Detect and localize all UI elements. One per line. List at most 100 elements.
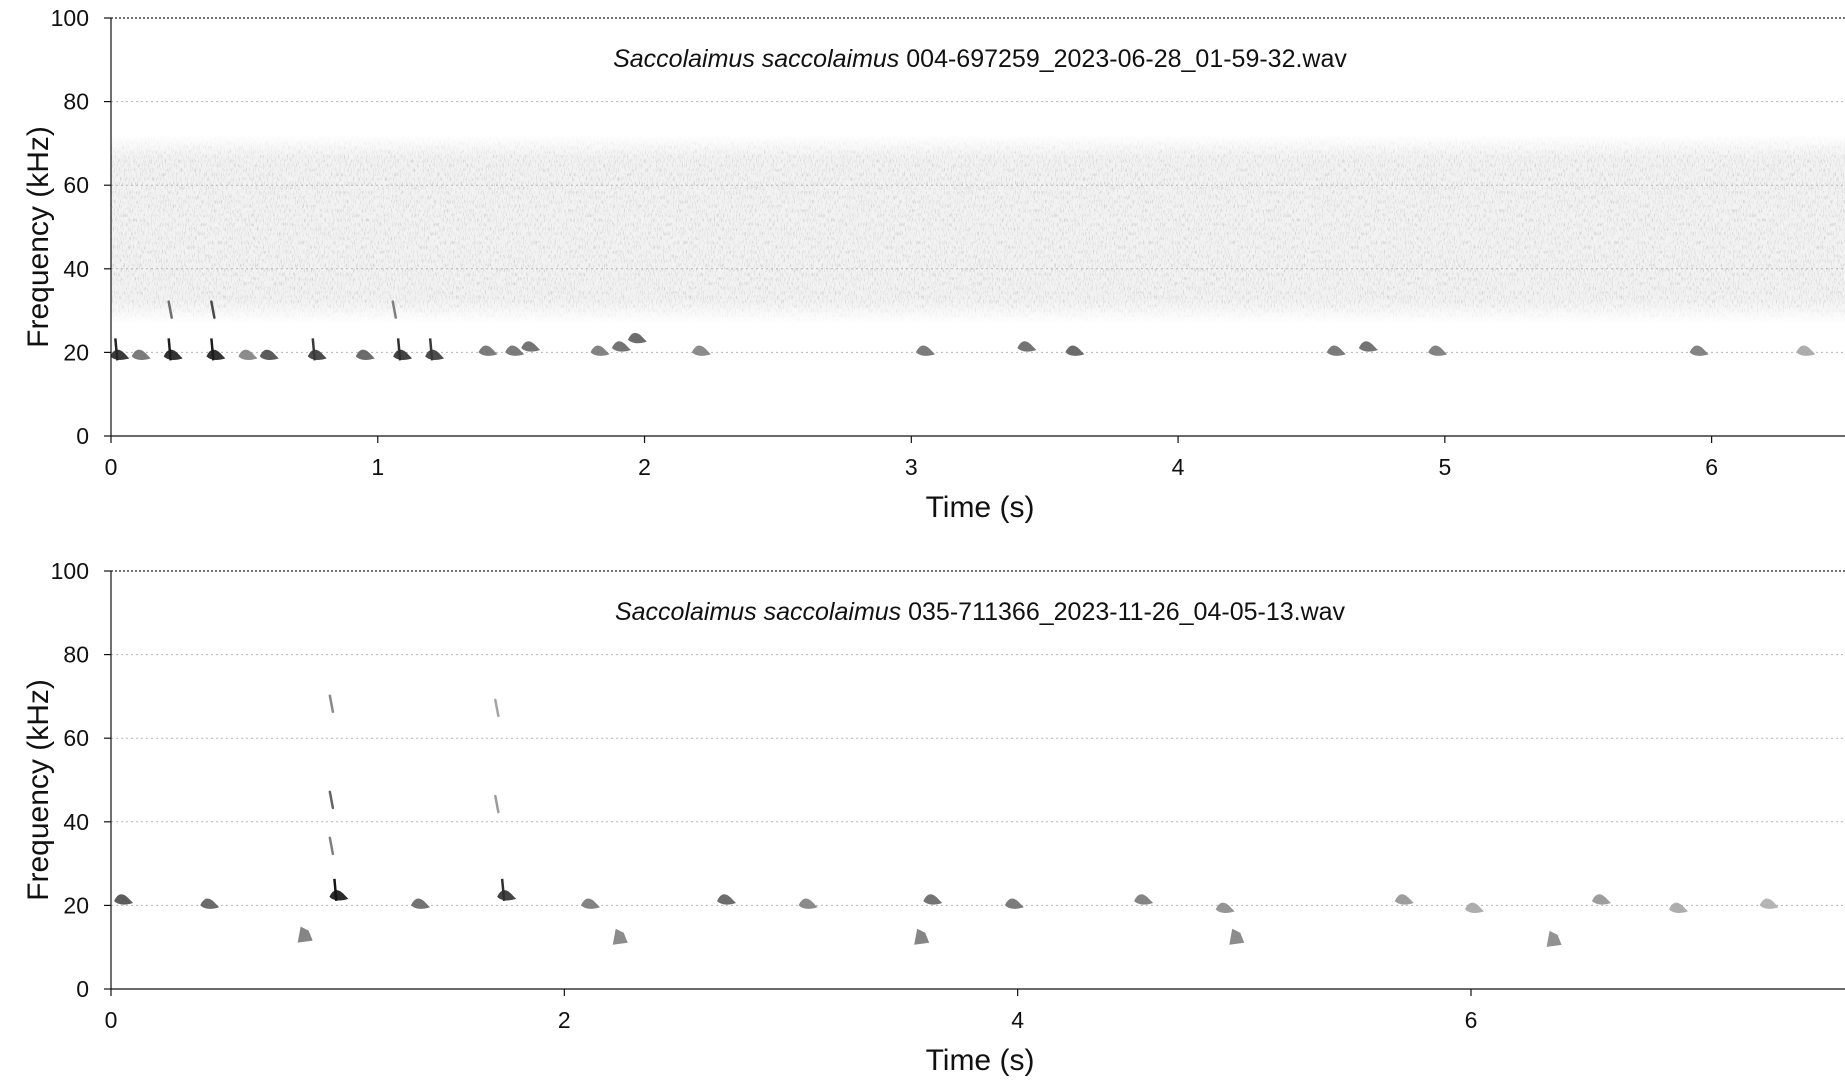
harmonic-mark (391, 300, 398, 319)
x-tick-label: 6 (1705, 454, 1718, 480)
x-tick-label: 2 (638, 454, 651, 480)
panel-title: Saccolaimus saccolaimus 035-711366_2023-… (615, 598, 1346, 626)
axes (104, 17, 1845, 443)
call-mark (1017, 341, 1037, 352)
panel-title-species: Saccolaimus saccolaimus (613, 45, 899, 73)
call-mark (206, 349, 226, 360)
call-mark (110, 349, 130, 360)
call-mark (114, 894, 134, 905)
y-axis-label: Frequency (kHz) (22, 679, 55, 901)
call-marks (114, 694, 1779, 947)
call-sweep-mark (428, 338, 434, 361)
call-sweep-mark (114, 338, 119, 361)
harmonic-mark (328, 694, 335, 714)
spectrogram-panel-top: 0 1 2 3 4 5 6 0 20 40 60 80 100 Saccolaimus saccola… (22, 5, 1845, 524)
call-mark (717, 894, 736, 905)
noise-shade (111, 135, 1845, 324)
call-mark (329, 890, 349, 901)
x-tick-label: 5 (1438, 454, 1451, 480)
call-mark (581, 898, 600, 909)
x-tick-label: 2 (558, 1007, 571, 1033)
call-mark (411, 898, 430, 909)
call-mark (627, 332, 647, 344)
panel-title-file: 004-697259_2023-06-28_01-59-32.wav (906, 45, 1347, 73)
low-call-mark (612, 928, 628, 945)
y-tick-label: 40 (63, 256, 89, 282)
grid-lines (111, 570, 1845, 906)
x-tick-label: 6 (1465, 1007, 1478, 1033)
call-mark (1004, 898, 1024, 909)
y-tick-label: 80 (63, 89, 89, 115)
call-mark (1326, 345, 1346, 356)
call-mark (611, 341, 631, 352)
call-mark (1591, 894, 1611, 905)
call-sweep-mark (210, 338, 215, 361)
low-call-mark (914, 928, 930, 945)
call-sweep-mark (333, 878, 338, 901)
call-mark (355, 349, 375, 360)
call-mark (691, 345, 711, 356)
call-mark (425, 349, 445, 360)
call-mark (200, 898, 220, 909)
call-mark (521, 341, 541, 352)
call-mark (798, 898, 818, 909)
call-marks (110, 300, 1816, 361)
call-mark (478, 345, 498, 356)
call-mark (505, 345, 525, 356)
low-call-mark (1546, 930, 1562, 947)
x-tick-labels: 0 1 2 3 4 5 6 (105, 454, 1718, 480)
x-tick-label: 4 (1011, 1007, 1024, 1033)
harmonic-mark (210, 300, 216, 319)
call-sweep-mark (311, 338, 316, 361)
call-mark (1358, 341, 1378, 352)
y-tick-label: 0 (76, 976, 89, 1002)
call-mark (1215, 902, 1235, 913)
call-mark (1669, 902, 1688, 913)
y-tick-label: 100 (51, 5, 89, 31)
harmonic-mark (328, 836, 335, 856)
x-axis-label: Time (s) (926, 1044, 1035, 1077)
panel-title: Saccolaimus saccolaimus 004-697259_2023-… (613, 45, 1347, 73)
y-tick-label: 0 (76, 423, 89, 449)
call-mark (307, 349, 327, 360)
call-sweep-mark (396, 338, 402, 361)
y-tick-label: 20 (63, 892, 89, 918)
x-tick-label: 0 (105, 1007, 118, 1033)
call-mark (1428, 345, 1448, 356)
call-sweep-mark (167, 338, 172, 361)
call-mark (1134, 894, 1154, 905)
x-tick-labels: 0 2 4 6 (105, 1007, 1478, 1033)
call-mark (238, 349, 258, 360)
x-tick-label: 3 (905, 454, 918, 480)
x-axis-label: Time (s) (926, 491, 1035, 524)
x-tick-label: 1 (371, 454, 384, 480)
call-mark (259, 349, 279, 360)
harmonic-mark (494, 698, 500, 718)
call-mark (1689, 345, 1709, 356)
harmonic-mark (167, 300, 173, 319)
low-call-mark (297, 926, 313, 943)
y-tick-label: 100 (51, 558, 89, 584)
call-mark (131, 349, 151, 360)
call-mark (1759, 898, 1779, 909)
panel-title-species: Saccolaimus saccolaimus (615, 598, 901, 626)
harmonic-mark (328, 790, 335, 810)
y-tick-label: 80 (63, 642, 89, 668)
harmonic-mark (494, 794, 500, 814)
call-mark (497, 890, 517, 901)
y-tick-labels: 0 20 40 60 80 100 (51, 5, 89, 449)
call-mark (1394, 894, 1414, 905)
spectrogram-panel-bottom: 0 2 4 6 0 20 40 60 80 100 Saccolaimus saccolaimu… (22, 558, 1845, 1077)
call-mark (163, 349, 183, 360)
y-tick-labels: 0 20 40 60 80 100 (51, 558, 89, 1002)
panel-title-file: 035-711366_2023-11-26_04-05-13.wav (908, 598, 1345, 626)
call-mark (923, 894, 943, 905)
y-axis-label: Frequency (kHz) (22, 126, 55, 348)
call-mark (915, 345, 935, 356)
y-tick-label: 20 (63, 339, 89, 365)
call-mark (590, 345, 610, 356)
x-tick-label: 4 (1172, 454, 1185, 480)
y-tick-label: 40 (63, 809, 89, 835)
call-sweep-mark (500, 878, 506, 901)
